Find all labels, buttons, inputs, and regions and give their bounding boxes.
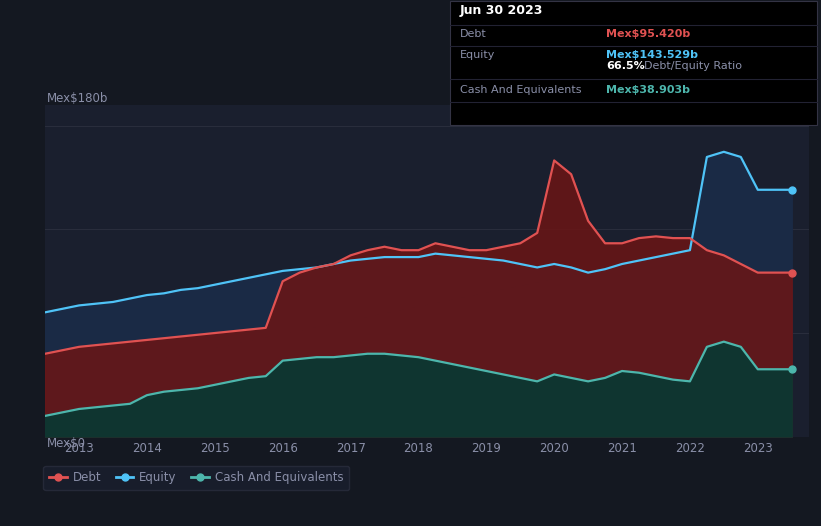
- Text: Mex$38.903b: Mex$38.903b: [606, 85, 690, 95]
- Legend: Debt, Equity, Cash And Equivalents: Debt, Equity, Cash And Equivalents: [44, 466, 349, 490]
- Text: Mex$0: Mex$0: [47, 437, 85, 450]
- Text: Mex$143.529b: Mex$143.529b: [606, 50, 698, 60]
- Text: Cash And Equivalents: Cash And Equivalents: [460, 85, 581, 95]
- Text: Debt: Debt: [460, 29, 487, 39]
- Text: Debt/Equity Ratio: Debt/Equity Ratio: [644, 62, 741, 72]
- Text: Mex$180b: Mex$180b: [47, 92, 108, 105]
- Text: 66.5%: 66.5%: [606, 62, 644, 72]
- Text: Mex$95.420b: Mex$95.420b: [606, 29, 690, 39]
- Text: Jun 30 2023: Jun 30 2023: [460, 4, 544, 17]
- Text: Equity: Equity: [460, 50, 495, 60]
